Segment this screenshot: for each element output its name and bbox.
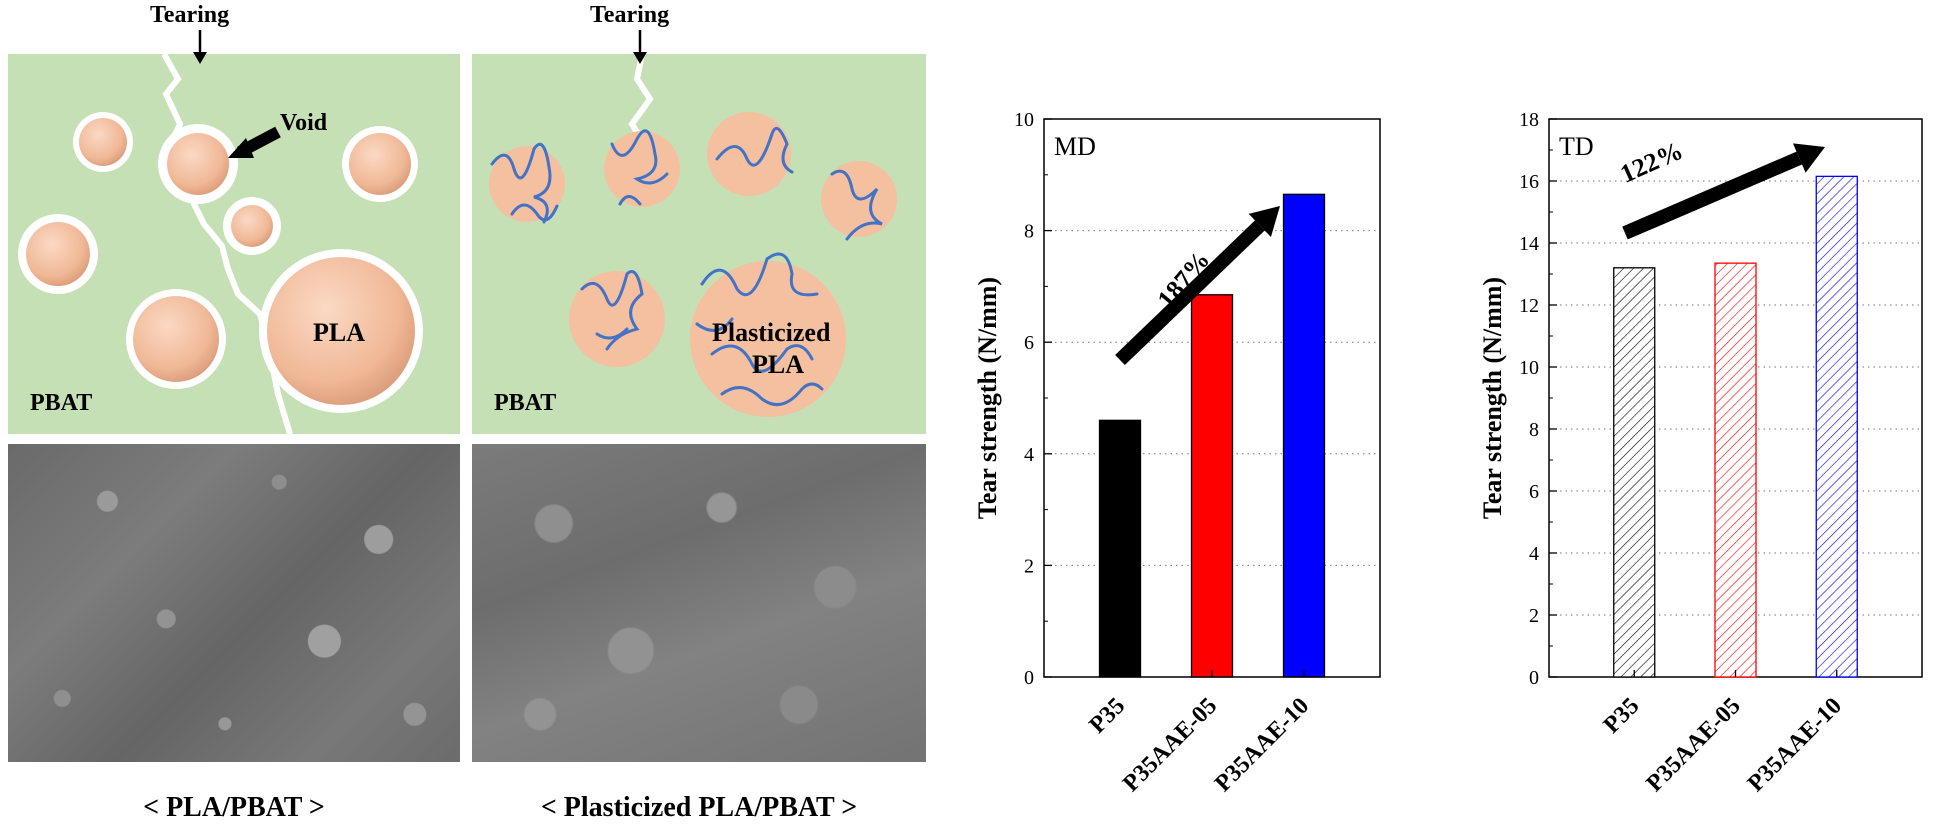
y-axis-label: Tear strength (N/mm) <box>1478 277 1507 519</box>
tearing-arrow-left <box>193 30 207 64</box>
tearing-label-left: Tearing <box>150 2 230 28</box>
x-tick-label: P35 <box>1085 693 1131 739</box>
particle <box>707 112 791 196</box>
x-tick-label: P35AAE-05 <box>1118 693 1222 797</box>
pla-label: PLA <box>313 318 365 347</box>
schematic-pla-pbat: Void PLA PBAT <box>8 54 460 434</box>
bar-p35aae-10 <box>1815 175 1858 678</box>
particle <box>604 131 680 207</box>
x-tick-label: P35AAE-05 <box>1642 693 1746 797</box>
polymer-chains <box>490 126 883 407</box>
pbat-label-right: PBAT <box>494 390 557 416</box>
y-tick-label: 8 <box>1024 221 1034 243</box>
y-tick-label: 2 <box>1529 605 1539 627</box>
caption-plasticized: < Plasticized PLA/PBAT > <box>540 792 858 823</box>
y-tick-label: 16 <box>1519 171 1539 193</box>
chart-md: 0 2 4 6 8 10 Tear strength (N/mm) MD P35P35AAE-0… <box>973 109 1381 797</box>
increase-arrow <box>1622 151 1803 240</box>
bar-p35aae-05 <box>1714 262 1757 678</box>
panel-label: TD <box>1559 132 1594 161</box>
y-tick-label: 4 <box>1529 543 1539 565</box>
plasticized-pla-label-2: PLA <box>752 350 804 379</box>
y-tick-label: 2 <box>1024 555 1034 577</box>
y-tick-label: 10 <box>1014 109 1034 131</box>
schematic-pla-pbat-drawing <box>18 54 423 434</box>
panel-label: MD <box>1054 132 1096 161</box>
pla-particles <box>18 112 423 413</box>
increase-arrowhead <box>1792 143 1825 173</box>
plasticized-particles <box>489 112 897 417</box>
schematic-plasticized-drawing <box>489 54 897 417</box>
schematic-plasticized: Plasticized PLA PBAT <box>472 54 926 434</box>
y-tick-label: 8 <box>1529 419 1539 441</box>
chart-td: 0 2 4 6 8 10 12 14 16 18 Tear strength (N/mm) TD P35… <box>1478 109 1923 797</box>
plasticized-pla-label-1: Plasticized <box>712 318 831 347</box>
y-tick-label: 6 <box>1024 332 1034 354</box>
y-tick-label: 12 <box>1519 295 1539 317</box>
bar-p35 <box>1098 419 1142 678</box>
y-tick-label: 10 <box>1519 357 1539 379</box>
particle <box>569 271 665 367</box>
x-tick-label: P35 <box>1599 693 1645 739</box>
bar-p35aae-10 <box>1282 193 1326 678</box>
particle <box>690 261 846 417</box>
increase-arrowhead <box>1248 206 1280 237</box>
y-tick-label: 4 <box>1024 444 1034 466</box>
increase-arrow <box>1115 220 1265 366</box>
x-tick-label: P35AAE-10 <box>1743 693 1847 797</box>
sem-image-plasticized <box>472 444 926 762</box>
y-tick-label: 18 <box>1519 109 1539 131</box>
pbat-label: PBAT <box>30 390 93 416</box>
x-tick-label: P35AAE-10 <box>1210 693 1314 797</box>
y-tick-label: 0 <box>1529 667 1539 689</box>
tearing-arrow-right <box>633 30 647 64</box>
caption-pla-pbat: < PLA/PBAT > <box>143 792 325 823</box>
y-tick-label: 6 <box>1529 481 1539 503</box>
sem-image-pla-pbat <box>8 444 460 762</box>
bar-p35aae-05 <box>1190 294 1234 678</box>
y-axis-label: Tear strength (N/mm) <box>973 277 1002 519</box>
y-tick-label: 0 <box>1024 667 1034 689</box>
bar-p35 <box>1613 267 1656 678</box>
y-tick-label: 14 <box>1519 233 1539 255</box>
tearing-label-right: Tearing <box>590 2 670 28</box>
void-label: Void <box>280 110 328 136</box>
